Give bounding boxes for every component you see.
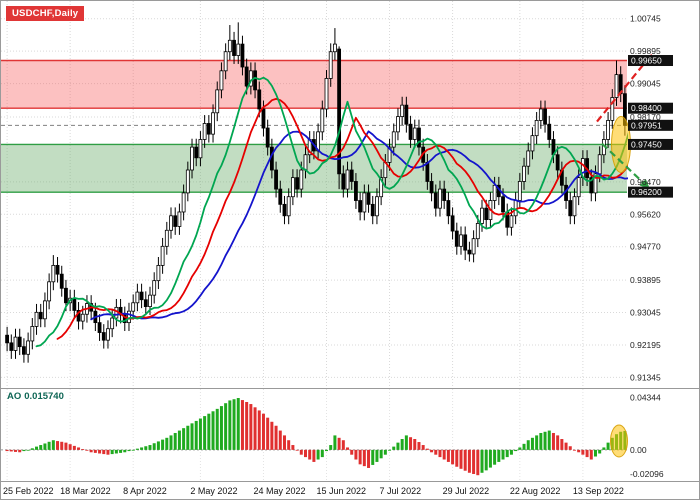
- symbol-badge: USDCHF,Daily: [6, 6, 85, 21]
- price-chart-panel[interactable]: 1.00745 0.99895 0.99045 0.98170 0.96470 0.956…: [1, 1, 699, 388]
- svg-text:0.97951: 0.97951: [631, 120, 662, 130]
- ao-grid: [6, 389, 584, 480]
- price-axis-label: 0.98170: [630, 112, 661, 122]
- price-axis-label: 0.99895: [630, 46, 661, 56]
- price-axis[interactable]: 1.00745 0.99895 0.99045 0.98170 0.96470 0.956…: [628, 14, 673, 383]
- bearish-forecast-arrow[interactable]: [601, 142, 650, 190]
- ao-indicator-label: AO 0.015740: [7, 391, 67, 402]
- time-axis-label: 8 Apr 2022: [123, 486, 167, 496]
- price-level-label: 0.98400: [628, 102, 673, 114]
- time-axis-label: 15 Jun 2022: [316, 486, 367, 496]
- price-level-label: 0.97951: [628, 119, 673, 131]
- svg-text:0.96200: 0.96200: [631, 187, 662, 197]
- ao-axis-label: 0.04344: [630, 392, 661, 402]
- ao-current-value: 0.015740: [24, 391, 64, 402]
- price-level-label: 0.97450: [628, 138, 673, 150]
- time-axis[interactable]: 25 Feb 2022 18 Mar 2022 8 Apr 2022 2 May 20…: [1, 481, 699, 499]
- price-axis-label: 0.94770: [630, 242, 661, 252]
- ao-histogram: [5, 398, 627, 476]
- time-axis-label: 2 May 2022: [190, 486, 238, 496]
- moving-averages: [35, 76, 628, 348]
- price-grid: [1, 1, 627, 388]
- price-level-label: 0.96200: [628, 186, 673, 198]
- price-axis-label: 0.93045: [630, 308, 661, 318]
- price-axis-label: 0.91345: [630, 372, 661, 382]
- ma-line-lips: [35, 76, 628, 348]
- svg-text:0.97450: 0.97450: [631, 139, 662, 149]
- ao-indicator-panel[interactable]: 0.04344 0.00 -0.02096 AO 0.015740: [1, 388, 699, 481]
- time-axis-label: 13 Sep 2022: [572, 486, 624, 496]
- ma-line-teeth: [56, 98, 628, 340]
- ao-indicator-name: AO: [7, 391, 22, 402]
- time-axis-label: 25 Feb 2022: [3, 486, 54, 496]
- svg-text:0.98400: 0.98400: [631, 103, 662, 113]
- time-axis-label: 22 Aug 2022: [509, 486, 561, 496]
- highlight-ellipse-ao[interactable]: [610, 424, 628, 458]
- svg-text:0.99650: 0.99650: [631, 56, 662, 66]
- ao-axis-label: 0.00: [630, 445, 647, 455]
- time-axis-label: 29 Jul 2022: [442, 486, 490, 496]
- ao-axis[interactable]: 0.04344 0.00 -0.02096: [630, 392, 664, 479]
- price-axis-label: 1.00745: [630, 14, 661, 24]
- resistance-zone[interactable]: [1, 59, 627, 109]
- price-axis-label: 0.96470: [630, 177, 661, 187]
- price-level-label: 0.99650: [628, 55, 673, 67]
- ao-axis-label: -0.02096: [630, 469, 664, 479]
- time-axis-label: 18 Mar 2022: [60, 486, 111, 496]
- time-axis-label: 24 May 2022: [253, 486, 306, 496]
- ao-indicator-canvas[interactable]: 0.04344 0.00 -0.02096: [1, 389, 699, 480]
- price-axis-label: 0.93895: [630, 275, 661, 285]
- price-axis-label: 0.99045: [630, 79, 661, 89]
- time-axis-label: 7 Jul 2022: [379, 486, 422, 496]
- price-chart-canvas[interactable]: 1.00745 0.99895 0.99045 0.98170 0.96470 0.956…: [1, 1, 699, 388]
- price-axis-label: 0.92195: [630, 340, 661, 350]
- ma-line-jaw: [90, 130, 628, 321]
- price-axis-label: 0.95620: [630, 209, 661, 219]
- highlight-ellipse-price[interactable]: [611, 115, 631, 173]
